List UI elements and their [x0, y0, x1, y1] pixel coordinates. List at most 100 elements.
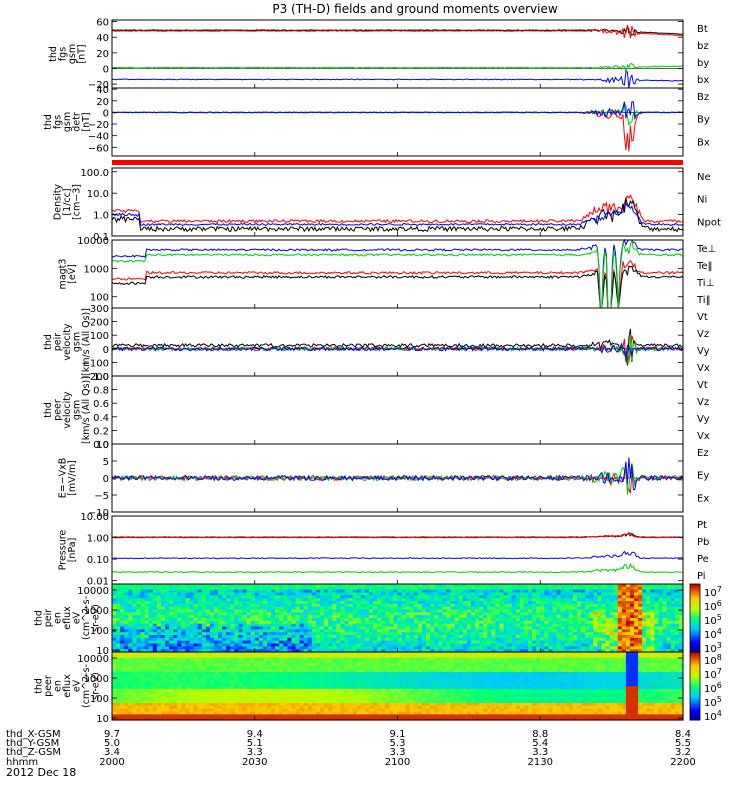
orbit-row-value: 5.4 — [532, 738, 548, 749]
y-tick-label: −60 — [88, 143, 109, 154]
y-tick-label: 0 — [103, 64, 109, 75]
date-label: 2012 Dec 18 — [6, 766, 76, 779]
legend-pressure: Pt — [697, 520, 707, 531]
panel-density: Ne Ni Npot 0.1 1.0 10.0 100.0 Density[1/cc][cm−… — [53, 167, 721, 243]
legend-pressure: Pb — [697, 537, 709, 548]
y-axis-label: eflux — [62, 674, 73, 698]
legend-temp: Te⊥ — [696, 244, 716, 255]
y-tick-label: −20 — [88, 80, 109, 91]
legend-pressure: Pi — [697, 571, 706, 582]
y-tick-label: 0.8 — [93, 386, 109, 397]
orbit-row-label: hhmm — [6, 757, 38, 768]
y-axis-label: fgs — [57, 47, 68, 61]
y-axis-label: (cm^2-s- — [81, 664, 92, 708]
y-tick-label: 1000 — [84, 264, 109, 275]
y-tick-label: 10000 — [77, 236, 109, 247]
y-axis-label: (cm^2-s- — [81, 596, 92, 640]
series-density-Npot — [111, 202, 684, 226]
y-tick-label: 10.00 — [80, 512, 109, 523]
series-pressure-Pi — [111, 550, 684, 560]
orbit-row-value: 2200 — [670, 757, 695, 768]
panels: Btbzbybx−200204060thdfgsgsm[nT]BzByBx−60… — [34, 18, 722, 725]
legend-efield: Ez — [697, 448, 709, 459]
y-axis-label: [eV] — [67, 264, 78, 284]
series-vi-Vy — [111, 333, 684, 364]
y-axis-label: [nPa] — [67, 538, 78, 563]
y-axis-label: Density — [53, 184, 64, 220]
y-tick-label: 40 — [96, 33, 109, 44]
panel-temp: Te⊥ Te‖ Ti⊥ Ti‖ 100 1000 10000 magt3[eV] — [57, 236, 716, 309]
legend-bgsm: bz — [697, 41, 709, 52]
y-tick-label: 10000 — [77, 586, 109, 597]
orbit-row-label: thd_Z-GSM — [6, 747, 61, 758]
y-tick-label: 10000 — [77, 654, 109, 665]
orbit-row-value: 3.2 — [675, 747, 691, 758]
y-tick-label: 1000 — [84, 606, 109, 617]
orbit-row-label: thd_Y-GSM — [6, 738, 59, 749]
y-axis-label: [mV/m] — [67, 460, 78, 496]
spectrogram-ispec — [112, 584, 684, 653]
y-axis-label: thd — [48, 46, 59, 62]
orbit-footer: thd_X-GSM 9.7 9.4 9.1 8.8 8.4 thd_Y-GSM 5.0 5.1 5… — [6, 729, 696, 768]
y-axis-label: [km/s (All Qs)] — [81, 376, 92, 444]
y-axis-label: en — [53, 680, 64, 692]
series-pressure-Pe — [111, 562, 684, 574]
y-axis-label: peir — [43, 609, 54, 628]
legend-bgsm: Bt — [697, 24, 708, 35]
y-tick-label: 60 — [96, 18, 109, 29]
y-tick-label: 0.0 — [93, 440, 109, 451]
panel-vi: Vt Vz Vy Vx −200 −100 0 100 200 300 thdpeirvelocit… — [43, 304, 710, 383]
series-temp-Te‖ — [111, 265, 684, 309]
series-vi-Vx — [111, 342, 684, 361]
panel-pressure: Pt Pb Pe Pi 0.01 0.10 1.00 10.00 Pressure[nPa] — [57, 512, 709, 588]
y-tick-label: 0.10 — [87, 555, 109, 566]
series-bgsm-bz — [111, 24, 684, 39]
orbit-row-value: 2100 — [385, 757, 410, 768]
y-axis-label: Pressure — [57, 530, 68, 571]
y-tick-label: 100 — [90, 293, 109, 304]
panel-frame — [111, 167, 684, 237]
y-axis-label: thd — [43, 334, 54, 350]
y-tick-label: 0.4 — [93, 413, 109, 424]
y-tick-label: 100 — [90, 331, 109, 342]
y-tick-label: 1.0 — [93, 211, 109, 222]
legend-pressure: Pe — [697, 554, 709, 565]
legend-density: Ni — [697, 195, 707, 206]
orbit-row-value: 5.0 — [104, 738, 120, 749]
y-tick-label: 10 — [96, 440, 109, 451]
legend-temp: Ti‖ — [696, 295, 711, 306]
panel-frame — [111, 515, 684, 585]
orbit-row-value: 3.3 — [532, 747, 548, 758]
orbit-row-value: 3.3 — [247, 747, 263, 758]
y-tick-label: 0 — [103, 108, 109, 119]
orbit-row-value: 5.3 — [390, 738, 406, 749]
series-density-Ni — [111, 197, 684, 233]
legend-bdetr: Bz — [697, 92, 709, 103]
colorbar-tick-label: 106 — [704, 681, 722, 695]
orbit-row-value: 2130 — [528, 757, 553, 768]
y-tick-label: −200 — [82, 372, 109, 383]
legend-vi: Vx — [697, 363, 710, 374]
y-axis-label: eflux — [62, 606, 73, 630]
y-axis-label: sr-eV) — [91, 604, 102, 632]
legend-ve: Vt — [697, 380, 708, 391]
separator-bar — [112, 160, 683, 165]
figure-title: P3 (TH-D) fields and ground moments over… — [272, 2, 557, 16]
y-axis-label: thd — [43, 402, 54, 418]
y-axis-label: peer — [53, 399, 64, 421]
y-axis-label: sr-eV) — [91, 672, 102, 700]
series-temp-Ti‖ — [111, 239, 684, 309]
colorbar-tick-label: 104 — [704, 627, 722, 641]
y-axis-label: en — [53, 612, 64, 624]
legend-temp: Ti⊥ — [696, 278, 714, 289]
y-axis-label: [nT] — [76, 44, 87, 63]
y-axis-label: eV — [72, 611, 83, 624]
series-vi-Vt — [111, 328, 684, 366]
orbit-row-label: thd_X-GSM — [6, 729, 61, 740]
orbit-row-value: 8.4 — [675, 729, 691, 740]
orbit-row-value: 5.1 — [247, 738, 263, 749]
panel-frame — [111, 87, 684, 157]
y-axis-label: [cm−3] — [72, 184, 83, 220]
